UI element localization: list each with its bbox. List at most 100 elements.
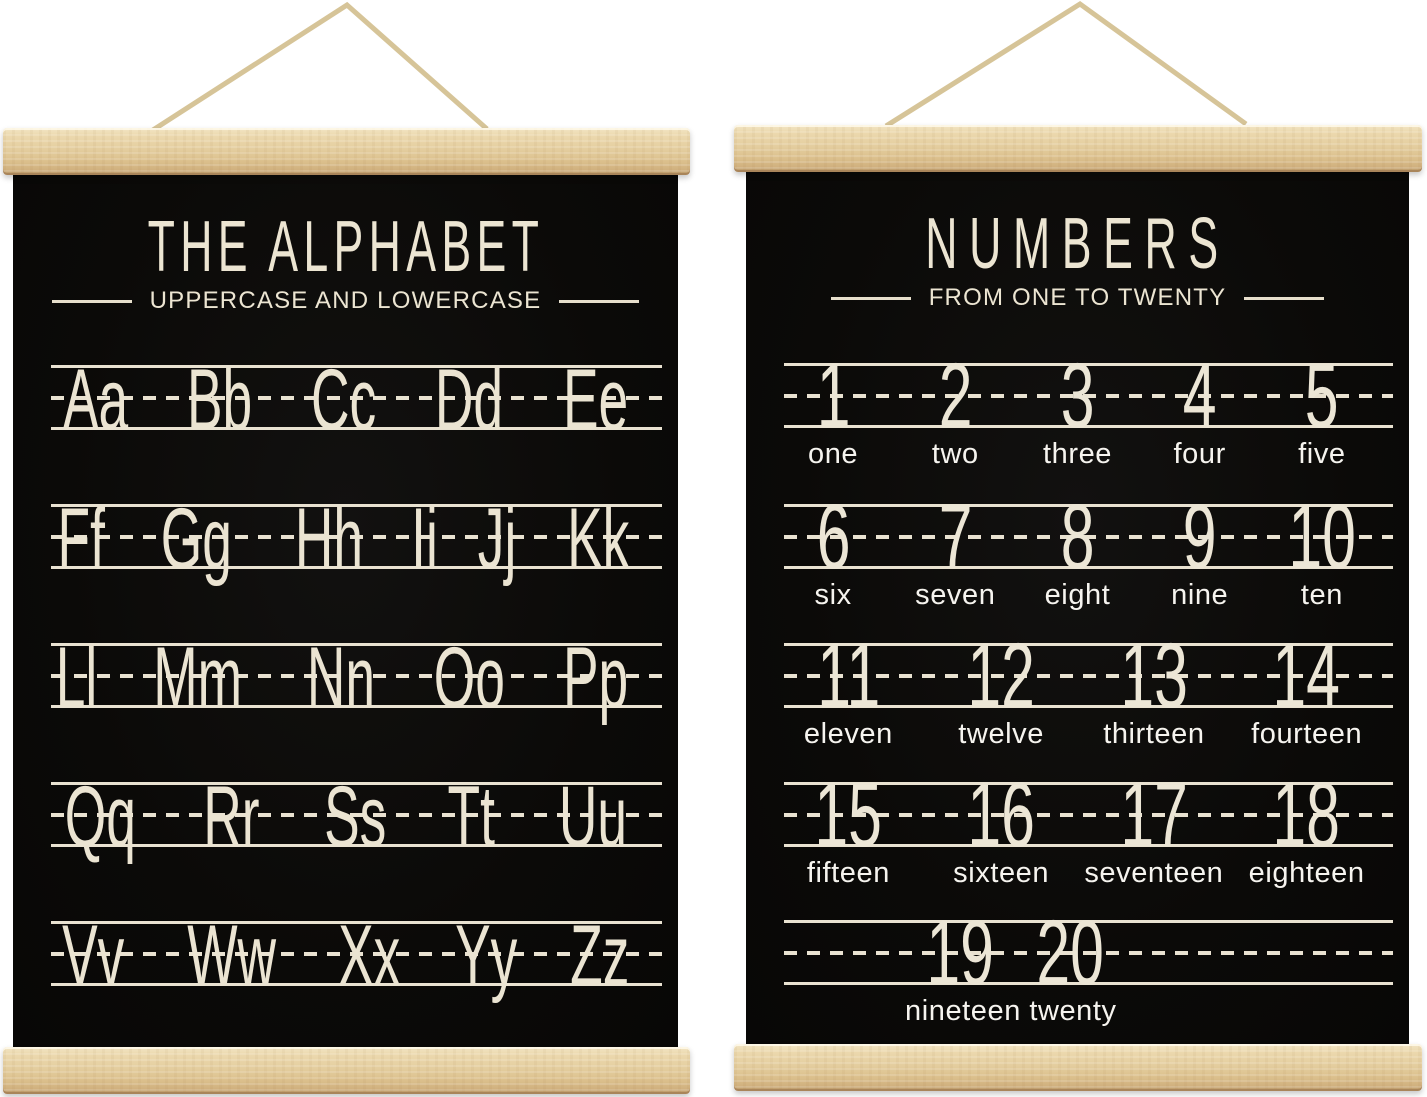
- numeral: 5: [1304, 345, 1339, 447]
- numeral: 17: [1120, 764, 1188, 866]
- ruled-line-middle: [784, 674, 1393, 678]
- numeral: 7: [938, 486, 973, 588]
- numeral: 14: [1272, 625, 1341, 727]
- numeral: 4: [1182, 345, 1217, 447]
- numeral: 12: [967, 625, 1035, 727]
- number-word: seventeen: [1084, 857, 1224, 889]
- number-words: six seven eight nine ten: [772, 579, 1383, 611]
- number-word: fifteen: [806, 857, 890, 889]
- poster-title-text: NUMBERS: [925, 204, 1230, 284]
- numeral: 8: [1060, 486, 1095, 588]
- numbers-bottom-hanger-bar: [734, 1044, 1422, 1091]
- letter-pair: Ff: [57, 491, 105, 587]
- number-word: ten: [1300, 579, 1343, 611]
- alphabet-top-hanger-bar: [3, 128, 690, 175]
- letter-row: Aa Bb Cc Dd Ee: [13, 357, 678, 443]
- number-words: eleven twelve thirteen fourteen: [772, 718, 1383, 750]
- ruled-line-top: [51, 782, 662, 785]
- numeral: 19: [926, 902, 994, 1004]
- number-word: nineteen: [905, 995, 1021, 1027]
- poster-title: NUMBERS: [746, 208, 1409, 280]
- number-word: eighteen: [1248, 857, 1365, 889]
- ruled-line-middle: [51, 674, 662, 678]
- letter-row: Ll Mm Nn Oo Pp: [13, 635, 678, 721]
- ruled-line-middle: [784, 394, 1393, 398]
- ruled-line-bottom: [784, 566, 1393, 569]
- ruled-line-bottom: [51, 566, 662, 569]
- ruled-line-middle: [784, 813, 1393, 817]
- ruled-lines: 11 12 13 14: [746, 630, 1409, 722]
- letter-pair: Gg: [160, 491, 233, 587]
- number-word: twelve: [958, 718, 1044, 750]
- number-word: nine: [1171, 579, 1229, 611]
- ruled-line-bottom: [51, 983, 662, 986]
- letter-row: Vv Ww Xx Yy Zz: [13, 913, 678, 999]
- poster-title-text: THE ALPHABET: [147, 207, 544, 287]
- ruled-lines: 6 7 8 9 10: [746, 491, 1409, 583]
- ruled-line-middle: [51, 813, 662, 817]
- number-word: two: [931, 438, 979, 470]
- numeral: 15: [814, 764, 883, 866]
- letter-pairs: Vv Ww Xx Yy Zz: [43, 913, 648, 999]
- ruled-line-top: [51, 921, 662, 924]
- letter-pair: Nn: [306, 630, 375, 726]
- number-word: one: [808, 438, 859, 470]
- ruled-line-top: [51, 365, 662, 368]
- ruled-line-bottom: [51, 427, 662, 430]
- letter-pair: Qq: [64, 769, 136, 865]
- hanging-strings: [151, 0, 1248, 133]
- subtitle-dash-left: [51, 299, 132, 303]
- letter-pair: Bb: [186, 352, 252, 448]
- letter-row: Ff Gg Hh Ii Jj Kk: [13, 496, 678, 582]
- poster-title: THE ALPHABET: [13, 211, 678, 283]
- numbers-hanging-string: [884, 0, 1248, 129]
- number-word: five: [1298, 438, 1346, 470]
- ruled-line-middle: [784, 951, 1393, 955]
- numeral: 11: [816, 625, 880, 727]
- number-row: 11 12 13 14 eleven twelve thirteen fourteen: [746, 630, 1409, 750]
- letter-pair: Ss: [323, 769, 387, 865]
- poster-subtitle-text: UPPERCASE AND LOWERCASE: [149, 287, 542, 314]
- letter-pair: Tt: [447, 769, 496, 865]
- number-row: 1 2 3 4 5 one two three four five: [746, 350, 1409, 470]
- letter-pair: Rr: [203, 769, 260, 865]
- number-words: one two three four five: [772, 438, 1383, 470]
- ruled-line-top: [784, 643, 1393, 646]
- number-word: three: [1042, 438, 1112, 470]
- number-word: sixteen: [953, 857, 1050, 889]
- numeral: 20: [1036, 902, 1104, 1004]
- ruled-line-middle: [51, 535, 662, 539]
- number-row: 19 20 nineteen twenty: [746, 907, 1409, 1027]
- number-word: seven: [915, 579, 996, 611]
- number-word: eleven: [803, 718, 893, 750]
- numeral: 2: [938, 345, 973, 447]
- letter-pair: Zz: [570, 908, 630, 1004]
- letter-pair: Ww: [186, 908, 276, 1004]
- subtitle-dash-left: [830, 296, 911, 300]
- letter-pairs: Aa Bb Cc Dd Ee: [43, 357, 648, 443]
- subtitle-dash-right: [559, 299, 640, 303]
- ruled-line-top: [51, 504, 662, 507]
- poster-subtitle: FROM ONE TO TWENTY: [746, 284, 1409, 312]
- letter-pair: Vv: [62, 908, 125, 1004]
- numbers-rows: 1 2 3 4 5 one two three four five 6 7 8 9 10 six seven ei…: [746, 172, 1409, 1045]
- number-word: eight: [1044, 579, 1111, 611]
- ruled-line-bottom: [51, 705, 662, 708]
- numeral: 6: [816, 486, 850, 588]
- numeral: 13: [1120, 625, 1188, 727]
- ruled-lines: 19 20: [746, 907, 1409, 999]
- letter-pair: Oo: [433, 630, 505, 726]
- numeral: 10: [1288, 486, 1356, 588]
- alphabet-hanging-string: [151, 1, 489, 133]
- letter-pair: Jj: [477, 491, 517, 587]
- poster-alphabet: THE ALPHABET UPPERCASE AND LOWERCASE Aa B…: [13, 175, 678, 1048]
- ruled-line-bottom: [784, 705, 1393, 708]
- number-word: six: [814, 579, 852, 611]
- letter-pairs: Qq Rr Ss Tt Uu: [43, 774, 648, 860]
- number-row: 15 16 17 18 fifteen sixteen seventeen eighteen: [746, 769, 1409, 889]
- ruled-line-bottom: [51, 844, 662, 847]
- poster-subtitle: UPPERCASE AND LOWERCASE: [13, 287, 678, 315]
- letter-pair: Xx: [338, 908, 401, 1004]
- numeral: 18: [1272, 764, 1341, 866]
